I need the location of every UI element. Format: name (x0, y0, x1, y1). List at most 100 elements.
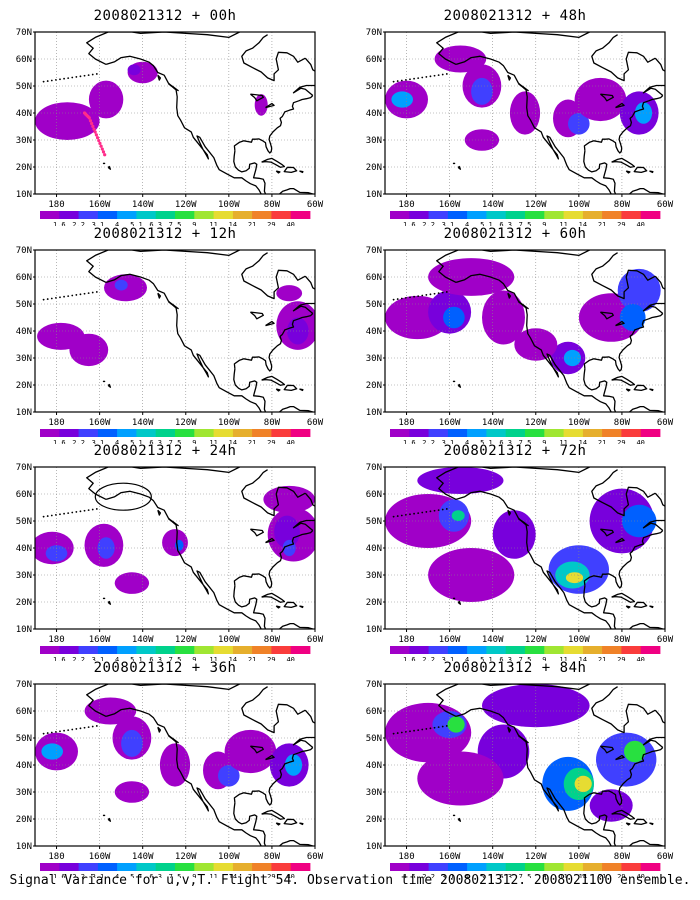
signal-variance-region (622, 504, 657, 538)
map-svg: 70N 60N 50N 40N 30N 20N 10N 180 160W 140W 120W 100W… (366, 463, 674, 661)
lat-tick-label: 60N (366, 273, 382, 283)
colorbar-swatch (175, 429, 195, 437)
colorbar-swatch (544, 646, 564, 654)
lat-tick-label: 10N (16, 625, 32, 635)
lon-tick-label: 60W (657, 418, 674, 428)
lat-tick-label: 20N (366, 163, 382, 173)
signal-variance-region (568, 113, 590, 135)
lat-tick-label: 20N (16, 598, 32, 608)
colorbar-label: 3.1 (92, 221, 105, 226)
signal-variance-region (88, 80, 124, 119)
colorbar-label: 7.5 (519, 873, 532, 878)
colorbar-label: 7.5 (169, 656, 182, 661)
colorbar-swatch (232, 646, 253, 654)
lon-tick-label: 80W (614, 200, 631, 210)
colorbar-label: 40 (286, 873, 294, 878)
colorbar-swatch (97, 646, 118, 654)
colorbar-label: 5.1 (130, 439, 143, 444)
map-panel-p84: 2008021312 + 84h 70N 60N 50N 40N 30N 20N 10N 180… (350, 660, 680, 878)
colorbar-swatch (409, 863, 429, 871)
lon-tick-label: 60W (657, 852, 674, 862)
colorbar-swatch (563, 429, 584, 437)
signal-variance-region (224, 729, 277, 774)
signal-variance-region (263, 485, 315, 513)
lon-tick-label: 120W (175, 418, 197, 428)
lon-tick-label: 160W (439, 418, 461, 428)
colorbar-swatch (78, 646, 99, 654)
colorbar-label: 5.1 (480, 656, 493, 661)
colorbar-swatch (602, 429, 622, 437)
colorbar-label: 14 (229, 439, 237, 444)
colorbar-label: 2.2 (72, 656, 85, 661)
colorbar-swatch (409, 211, 429, 219)
colorbar-swatch (525, 211, 545, 219)
colorbar-label: 1.6 (403, 873, 416, 878)
colorbar-label: 40 (636, 656, 644, 661)
signal-variance-region (514, 328, 558, 361)
signal-variance-region (35, 102, 100, 140)
colorbar-swatch (40, 646, 60, 654)
signal-variance-region (391, 91, 413, 108)
coastline (392, 250, 665, 412)
colorbar-swatch (563, 211, 584, 219)
colorbar-label: 4 (465, 873, 469, 878)
lon-tick-label: 100W (568, 635, 590, 645)
lat-tick-label: 70N (366, 680, 382, 690)
lat-tick-label: 50N (366, 517, 382, 527)
lon-tick-label: 100W (218, 635, 240, 645)
colorbar-label: 6.3 (149, 656, 162, 661)
signal-variance-region (624, 740, 646, 763)
colorbar-swatch (447, 429, 468, 437)
colorbar-swatch (582, 863, 603, 871)
signal-variance-region (417, 751, 504, 806)
colorbar-swatch (271, 429, 292, 437)
graticule (385, 32, 665, 194)
signal-variance-region (114, 572, 150, 594)
colorbar: 1.6 2.2 3.1 4 5.1 6.3 7.5 9 11 14 21 29 40 (390, 646, 661, 661)
colorbar-swatch (428, 646, 449, 654)
lat-tick-label: 10N (366, 408, 382, 418)
lon-tick-label: 120W (175, 200, 197, 210)
coastline (392, 684, 665, 846)
lon-tick-label: 60W (307, 200, 324, 210)
lat-tick-label: 30N (16, 788, 32, 798)
colorbar-swatch (290, 429, 311, 437)
lat-tick-label: 20N (16, 815, 32, 825)
colorbar-swatch (155, 429, 176, 437)
colorbar-swatch (78, 211, 99, 219)
colorbar-label: 2.2 (422, 656, 435, 661)
colorbar-swatch (467, 211, 487, 219)
colorbar-label: 5.1 (130, 656, 143, 661)
lat-tick-label: 60N (366, 707, 382, 717)
colorbar-swatch (136, 646, 157, 654)
colorbar-swatch (213, 211, 234, 219)
lat-tick-label: 30N (366, 571, 382, 581)
colorbar-swatch (525, 646, 545, 654)
lat-tick-label: 40N (16, 327, 32, 337)
colorbar-swatch (563, 646, 584, 654)
colorbar-label: 6.3 (499, 439, 512, 444)
colorbar-label: 5.1 (480, 873, 493, 878)
panel-title: 2008021312 + 60h (443, 226, 587, 242)
map-panel-p36: 2008021312 + 36h 70N 60N 50N 40N 30N 20N 10N 180… (0, 660, 330, 878)
colorbar-label: 11 (209, 873, 217, 878)
graticule (35, 32, 315, 194)
colorbar-label: 9 (192, 221, 196, 226)
signal-variance-region (447, 716, 465, 733)
lat-tick-label: 20N (16, 163, 32, 173)
colorbar-label: 40 (636, 873, 644, 878)
lon-tick-label: 180 (48, 200, 64, 210)
colorbar-label: 21 (248, 439, 256, 444)
colorbar-swatch (486, 429, 507, 437)
colorbar-swatch (602, 211, 622, 219)
lon-tick-label: 80W (264, 852, 281, 862)
lat-tick-label: 60N (366, 490, 382, 500)
signal-variance-region (162, 529, 188, 557)
lat-tick-label: 70N (16, 680, 32, 690)
lon-tick-label: 160W (439, 852, 461, 862)
lat-tick-label: 40N (16, 544, 32, 554)
colorbar-swatch (252, 429, 272, 437)
colorbar-label: 6.3 (149, 439, 162, 444)
lat-tick-label: 50N (16, 734, 32, 744)
signal-variance-region (565, 572, 584, 584)
